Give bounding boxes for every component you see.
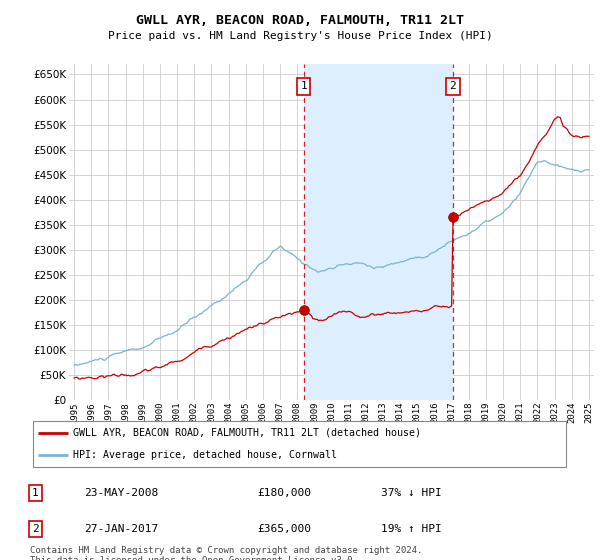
Text: 1: 1 — [301, 81, 307, 91]
Text: HPI: Average price, detached house, Cornwall: HPI: Average price, detached house, Corn… — [73, 450, 337, 460]
Text: 19% ↑ HPI: 19% ↑ HPI — [381, 524, 442, 534]
Text: 2: 2 — [32, 524, 39, 534]
Text: £180,000: £180,000 — [257, 488, 311, 498]
Text: 27-JAN-2017: 27-JAN-2017 — [84, 524, 158, 534]
Text: GWLL AYR, BEACON ROAD, FALMOUTH, TR11 2LT (detached house): GWLL AYR, BEACON ROAD, FALMOUTH, TR11 2L… — [73, 428, 421, 438]
Text: 37% ↓ HPI: 37% ↓ HPI — [381, 488, 442, 498]
Text: £365,000: £365,000 — [257, 524, 311, 534]
Text: 23-MAY-2008: 23-MAY-2008 — [84, 488, 158, 498]
Text: 1: 1 — [32, 488, 39, 498]
Text: Contains HM Land Registry data © Crown copyright and database right 2024.
This d: Contains HM Land Registry data © Crown c… — [30, 546, 422, 560]
Text: Price paid vs. HM Land Registry's House Price Index (HPI): Price paid vs. HM Land Registry's House … — [107, 31, 493, 41]
Bar — [304, 64, 453, 400]
Text: 2: 2 — [449, 81, 456, 91]
FancyBboxPatch shape — [33, 421, 566, 466]
Text: GWLL AYR, BEACON ROAD, FALMOUTH, TR11 2LT: GWLL AYR, BEACON ROAD, FALMOUTH, TR11 2L… — [136, 14, 464, 27]
